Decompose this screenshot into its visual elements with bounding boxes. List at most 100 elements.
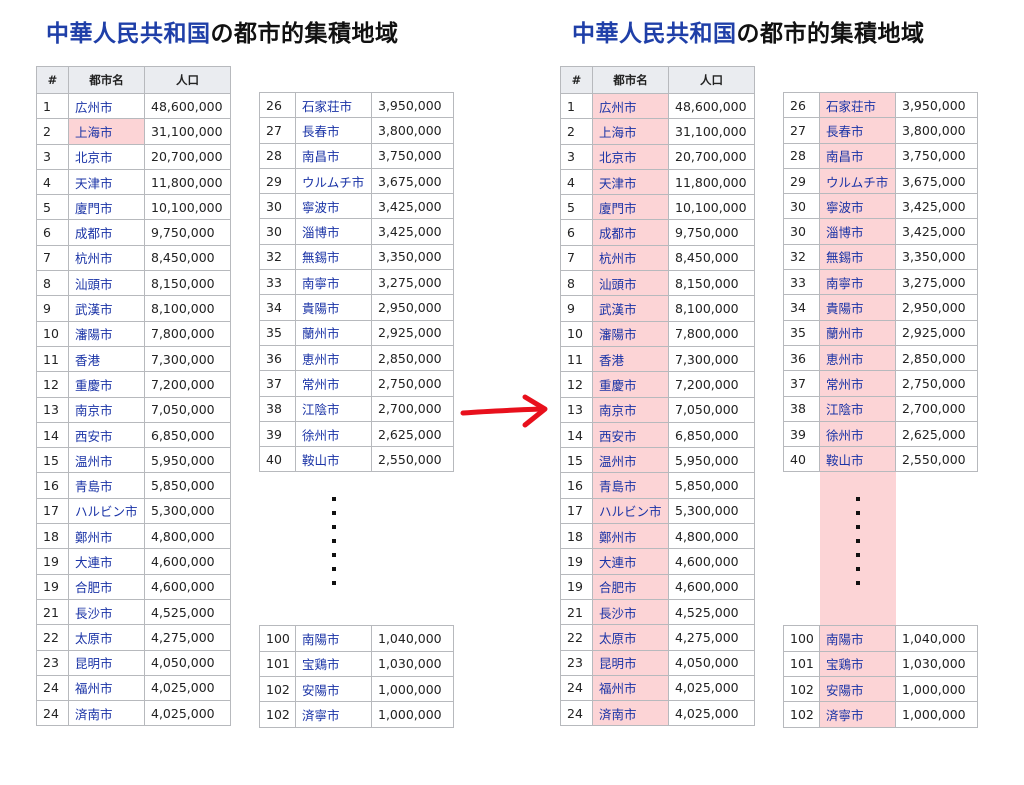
- city-name-link[interactable]: 瀋陽市: [68, 320, 145, 347]
- vertical-ellipsis: [819, 471, 896, 626]
- city-name-link[interactable]: 重慶市: [68, 371, 145, 398]
- rank-cell: 19: [560, 573, 593, 600]
- city-name-link[interactable]: 上海市: [592, 118, 669, 145]
- city-name-link[interactable]: 温州市: [592, 447, 669, 474]
- city-name-link[interactable]: 安陽市: [819, 676, 896, 703]
- city-name-link[interactable]: 長沙市: [68, 598, 145, 626]
- city-name-link[interactable]: 済寧市: [295, 701, 372, 728]
- city-name-link[interactable]: 汕頭市: [592, 270, 669, 297]
- city-name-link[interactable]: 鄭州市: [592, 523, 669, 550]
- city-name-link[interactable]: 広州市: [592, 92, 669, 120]
- city-name-link[interactable]: 香港: [68, 345, 145, 373]
- city-name-link[interactable]: 天津市: [592, 168, 669, 196]
- city-name-link[interactable]: 長春市: [819, 117, 896, 144]
- city-name-link[interactable]: 恵州市: [295, 344, 372, 372]
- city-name-link[interactable]: 寧波市: [295, 193, 372, 220]
- table-row: 40 鞍山市 2,550,000: [259, 446, 454, 473]
- population-cell: 2,850,000: [895, 344, 978, 372]
- city-name-link[interactable]: 無錫市: [819, 243, 896, 271]
- city-name-link[interactable]: 西安市: [592, 421, 669, 449]
- city-name-link[interactable]: 寧波市: [819, 193, 896, 220]
- city-name-link[interactable]: 福州市: [68, 674, 145, 702]
- city-name-link[interactable]: ウルムチ市: [819, 167, 896, 195]
- city-name-link[interactable]: ハルビン市: [592, 497, 669, 525]
- city-name-link[interactable]: 南昌市: [819, 142, 896, 169]
- city-name-link[interactable]: 南京市: [68, 396, 145, 423]
- rank-cell: 17: [560, 497, 593, 525]
- city-name-link[interactable]: 杭州市: [68, 244, 145, 272]
- city-name-link[interactable]: 貴陽市: [819, 294, 896, 321]
- city-name-link[interactable]: ウルムチ市: [295, 167, 372, 195]
- city-name-link[interactable]: 済南市: [68, 700, 145, 727]
- city-name-link[interactable]: 重慶市: [592, 371, 669, 398]
- city-name-link[interactable]: 天津市: [68, 168, 145, 196]
- city-name-link[interactable]: 温州市: [68, 447, 145, 474]
- city-name-link[interactable]: 淄博市: [819, 218, 896, 245]
- city-name-link[interactable]: 瀋陽市: [592, 320, 669, 347]
- city-name-link[interactable]: 無錫市: [295, 243, 372, 271]
- city-name-link[interactable]: 合肥市: [68, 573, 145, 600]
- city-name-link[interactable]: ハルビン市: [68, 497, 145, 525]
- city-name-link[interactable]: 常州市: [295, 370, 372, 397]
- city-name-link[interactable]: 済寧市: [819, 701, 896, 728]
- rank-cell: 40: [783, 446, 820, 473]
- city-name-link[interactable]: 昆明市: [592, 649, 669, 676]
- city-name-link[interactable]: 安陽市: [295, 676, 372, 703]
- city-name-link[interactable]: 広州市: [68, 92, 145, 120]
- city-name-link[interactable]: 常州市: [819, 370, 896, 397]
- city-name-link[interactable]: 成都市: [68, 219, 145, 246]
- city-name-link[interactable]: 上海市: [68, 118, 145, 145]
- city-name-link[interactable]: 石家荘市: [295, 91, 372, 119]
- table-row: 21 長沙市 4,525,000: [36, 598, 231, 626]
- city-name-link[interactable]: 徐州市: [295, 420, 372, 448]
- city-name-link[interactable]: 太原市: [68, 624, 145, 651]
- city-name-link[interactable]: 廈門市: [68, 194, 145, 221]
- city-name-link[interactable]: 南昌市: [295, 142, 372, 169]
- city-name-link[interactable]: 北京市: [592, 143, 669, 170]
- city-name-link[interactable]: 香港: [592, 345, 669, 373]
- city-name-link[interactable]: 石家荘市: [819, 91, 896, 119]
- table-row: 9 武漢市 8,100,000: [36, 295, 231, 322]
- city-name-link[interactable]: 南陽市: [295, 625, 372, 652]
- city-name-link[interactable]: 淄博市: [295, 218, 372, 245]
- city-name-link[interactable]: 太原市: [592, 624, 669, 651]
- city-name-link[interactable]: 宝鶏市: [295, 650, 372, 678]
- city-name-link[interactable]: 武漢市: [592, 295, 669, 322]
- city-name-link[interactable]: 蘭州市: [295, 319, 372, 346]
- city-name-link[interactable]: 済南市: [592, 700, 669, 727]
- city-name-link[interactable]: 合肥市: [592, 573, 669, 600]
- city-name-link[interactable]: 江陰市: [819, 395, 896, 422]
- city-name-link[interactable]: 恵州市: [819, 344, 896, 372]
- table-row: 102 安陽市 1,000,000: [783, 676, 978, 703]
- city-name-link[interactable]: 鄭州市: [68, 523, 145, 550]
- city-name-link[interactable]: 汕頭市: [68, 270, 145, 297]
- city-name-link[interactable]: 福州市: [592, 674, 669, 702]
- city-name-link[interactable]: 鞍山市: [295, 446, 372, 473]
- table-row: 18 鄭州市 4,800,000: [560, 523, 755, 550]
- city-name-link[interactable]: 武漢市: [68, 295, 145, 322]
- population-cell: 3,425,000: [371, 218, 454, 245]
- city-name-link[interactable]: 蘭州市: [819, 319, 896, 346]
- population-cell: 3,275,000: [371, 269, 454, 296]
- city-name-link[interactable]: 徐州市: [819, 420, 896, 448]
- city-name-link[interactable]: 江陰市: [295, 395, 372, 422]
- city-name-link[interactable]: 長沙市: [592, 598, 669, 626]
- city-name-link[interactable]: 南陽市: [819, 625, 896, 652]
- city-name-link[interactable]: 青島市: [592, 472, 669, 499]
- city-name-link[interactable]: 昆明市: [68, 649, 145, 676]
- city-name-link[interactable]: 長春市: [295, 117, 372, 144]
- city-name-link[interactable]: 青島市: [68, 472, 145, 499]
- city-name-link[interactable]: 大連市: [68, 548, 145, 575]
- city-name-link[interactable]: 貴陽市: [295, 294, 372, 321]
- city-name-link[interactable]: 廈門市: [592, 194, 669, 221]
- city-name-link[interactable]: 宝鶏市: [819, 650, 896, 678]
- city-name-link[interactable]: 杭州市: [592, 244, 669, 272]
- city-name-link[interactable]: 成都市: [592, 219, 669, 246]
- city-name-link[interactable]: 北京市: [68, 143, 145, 170]
- city-name-link[interactable]: 大連市: [592, 548, 669, 575]
- city-name-link[interactable]: 西安市: [68, 421, 145, 449]
- city-name-link[interactable]: 鞍山市: [819, 446, 896, 473]
- city-name-link[interactable]: 南寧市: [819, 269, 896, 296]
- city-name-link[interactable]: 南京市: [592, 396, 669, 423]
- city-name-link[interactable]: 南寧市: [295, 269, 372, 296]
